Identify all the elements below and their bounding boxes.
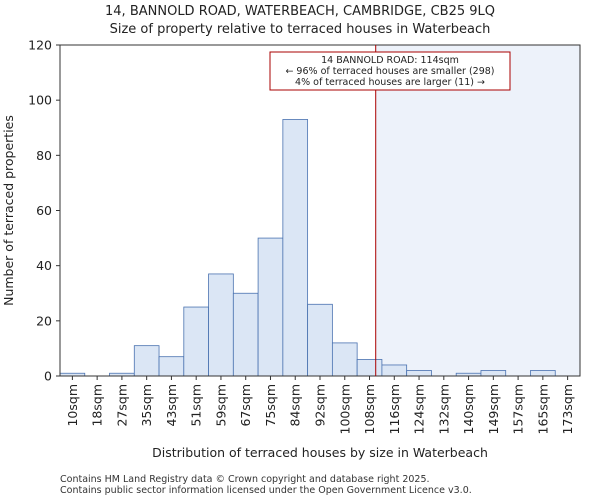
footer-licence: Contains public sector information licen… <box>60 485 472 496</box>
bar-84sqm <box>282 119 309 377</box>
bar-59sqm <box>208 273 234 377</box>
y-axis-label: Number of terraced properties <box>1 115 16 306</box>
bar-75sqm <box>257 237 284 377</box>
x-tick-label-59sqm: 59sqm <box>213 384 228 427</box>
annotation-line-2: ← 96% of terraced houses are smaller (29… <box>285 66 494 77</box>
y-tick-label-120: 120 <box>28 38 52 53</box>
chart-title: Size of property relative to terraced ho… <box>109 22 491 37</box>
bar-108sqm <box>356 359 383 377</box>
x-tick-label-173sqm: 173sqm <box>560 384 575 434</box>
x-tick-label-18sqm: 18sqm <box>90 384 105 427</box>
bar-92sqm <box>307 303 333 377</box>
x-tick-label-43sqm: 43sqm <box>164 384 179 427</box>
footer-copyright: Contains HM Land Registry data © Crown c… <box>60 474 430 485</box>
x-tick-label-108sqm: 108sqm <box>362 384 377 434</box>
x-tick-label-51sqm: 51sqm <box>189 384 204 427</box>
x-tick-label-84sqm: 84sqm <box>288 384 303 427</box>
y-tick-label-20: 20 <box>36 313 52 328</box>
x-tick-label-157sqm: 157sqm <box>511 384 526 434</box>
y-tick-label-0: 0 <box>44 369 52 384</box>
bar-67sqm <box>232 292 259 377</box>
y-tick-label-60: 60 <box>36 203 52 218</box>
annotation-line-3: 4% of terraced houses are larger (11) → <box>295 77 485 88</box>
x-tick-label-132sqm: 132sqm <box>436 384 451 434</box>
bar-165sqm <box>530 370 556 377</box>
y-tick-label-80: 80 <box>36 148 52 163</box>
x-tick-label-149sqm: 149sqm <box>486 384 501 434</box>
x-tick-label-116sqm: 116sqm <box>387 384 402 434</box>
x-tick-label-124sqm: 124sqm <box>412 384 427 434</box>
x-tick-label-165sqm: 165sqm <box>535 384 550 434</box>
x-tick-label-27sqm: 27sqm <box>114 384 129 427</box>
x-tick-label-75sqm: 75sqm <box>263 384 278 427</box>
y-tick-label-40: 40 <box>36 258 52 273</box>
x-tick-label-100sqm: 100sqm <box>337 384 352 434</box>
annotation-box <box>269 51 511 91</box>
y-tick-label-100: 100 <box>28 93 52 108</box>
x-axis-label: Distribution of terraced houses by size … <box>152 445 488 460</box>
bar-124sqm <box>406 370 432 377</box>
x-tick-label-92sqm: 92sqm <box>313 384 328 427</box>
x-tick-label-10sqm: 10sqm <box>65 384 80 427</box>
bar-100sqm <box>331 342 358 377</box>
bar-43sqm <box>158 356 185 377</box>
annotation-line-1: 14 BANNOLD ROAD: 114sqm <box>321 55 459 66</box>
x-tick-label-140sqm: 140sqm <box>461 384 476 434</box>
x-tick-label-35sqm: 35sqm <box>139 384 154 427</box>
x-tick-label-67sqm: 67sqm <box>238 384 253 427</box>
bar-116sqm <box>381 364 408 377</box>
chart-title-address: 14, BANNOLD ROAD, WATERBEACH, CAMBRIDGE,… <box>105 4 495 19</box>
larger-houses-region <box>375 45 580 376</box>
bar-149sqm <box>480 370 507 377</box>
bar-51sqm <box>183 306 209 377</box>
bar-35sqm <box>133 345 160 377</box>
